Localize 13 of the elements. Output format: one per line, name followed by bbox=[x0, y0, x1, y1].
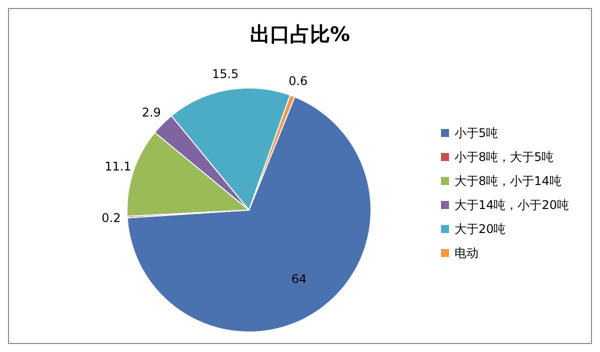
chart-title: 出口占比% bbox=[248, 21, 352, 48]
legend-label: 大于14吨，小于20吨 bbox=[454, 196, 569, 214]
legend-label: 小于5吨 bbox=[454, 124, 498, 142]
data-label: 0.6 bbox=[288, 74, 308, 88]
data-label: 64 bbox=[291, 272, 307, 286]
data-label: 2.9 bbox=[142, 105, 161, 120]
data-label: 11.1 bbox=[104, 160, 132, 174]
legend-label: 小于8吨，大于5吨 bbox=[454, 148, 554, 166]
data-label: 0.2 bbox=[102, 210, 121, 225]
legend-label: 电动 bbox=[454, 244, 478, 262]
legend-label: 大于8吨，小于14吨 bbox=[454, 172, 562, 190]
data-label: 15.5 bbox=[212, 67, 239, 82]
legend-label: 大于20吨 bbox=[454, 220, 506, 238]
